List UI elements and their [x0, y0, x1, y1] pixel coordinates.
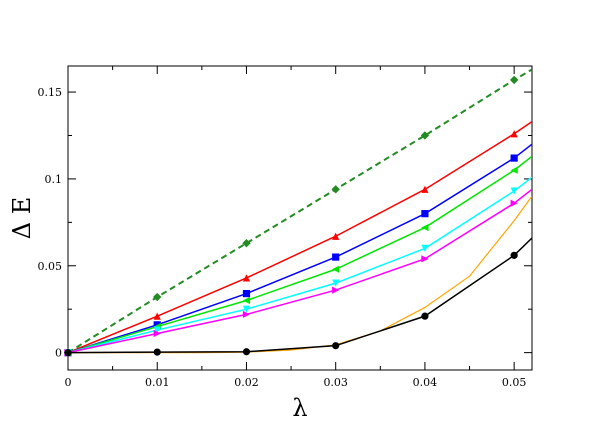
plot-area: 0 0.01 0.02 0.03 0.04 0.05 0 0.05 0.1 0.15: [38, 65, 533, 389]
data-point-triangle-right: [421, 255, 429, 263]
data-point-triangle-left: [510, 166, 518, 174]
x-tick-label: 0.02: [234, 376, 259, 389]
data-point-triangle-down: [510, 187, 518, 195]
data-point-diamond: [153, 292, 162, 302]
data-point-circle: [421, 312, 429, 320]
data-point-triangle-up: [510, 130, 518, 138]
data-point-triangle-up: [332, 232, 340, 240]
data-point-triangle-up: [421, 185, 429, 193]
data-point-triangle-left: [421, 223, 429, 232]
series-line-3: [68, 155, 532, 354]
data-point-triangle-up: [242, 274, 251, 282]
data-point-diamond: [509, 75, 519, 85]
fit-curve-line: [68, 195, 532, 354]
data-point-square: [421, 210, 429, 218]
x-tick-label: 0: [65, 376, 72, 389]
x-tick-label: 0.01: [145, 376, 170, 389]
y-tick-label: 0.15: [38, 86, 63, 99]
data-point-triangle-left: [242, 296, 251, 305]
x-tick-label: 0.04: [413, 376, 438, 389]
data-point-circle: [242, 348, 251, 356]
y-tick-label: 0.1: [45, 173, 63, 186]
y-tick-label: 0.05: [38, 260, 63, 273]
data-point-diamond: [242, 238, 251, 248]
y-axis-label: Δ E: [8, 197, 36, 239]
x-axis-label: λ: [292, 394, 307, 422]
data-point-circle: [332, 342, 340, 350]
data-point-square: [242, 289, 251, 298]
data-point-diamond: [331, 185, 340, 194]
data-point-circle: [153, 348, 161, 356]
series-line-0: [68, 68, 532, 354]
data-point-triangle-down: [242, 305, 251, 313]
data-point-square: [332, 253, 340, 261]
data-point-triangle-right: [242, 310, 251, 319]
data-point-square: [510, 154, 518, 162]
data-point-diamond: [420, 131, 430, 140]
data-point-triangle-right: [510, 199, 518, 207]
y-tick-label: 0: [55, 347, 62, 360]
series-line-1: [68, 120, 532, 354]
x-tick-label: 0.03: [323, 376, 348, 389]
data-point-triangle-down: [332, 279, 340, 287]
data-point-circle: [510, 251, 518, 259]
data-point-triangle-down: [421, 244, 429, 252]
data-point-triangle-right: [153, 329, 161, 338]
data-point-triangle-left: [332, 265, 340, 273]
x-tick-label: 0.05: [502, 376, 527, 389]
plot-frame: [67, 65, 533, 371]
data-point-triangle-right: [332, 286, 340, 294]
data-point-triangle-down: [153, 326, 161, 334]
series-line-2: [68, 143, 532, 354]
data-point-circle: [64, 349, 72, 357]
data-point-triangle-up: [153, 312, 161, 320]
